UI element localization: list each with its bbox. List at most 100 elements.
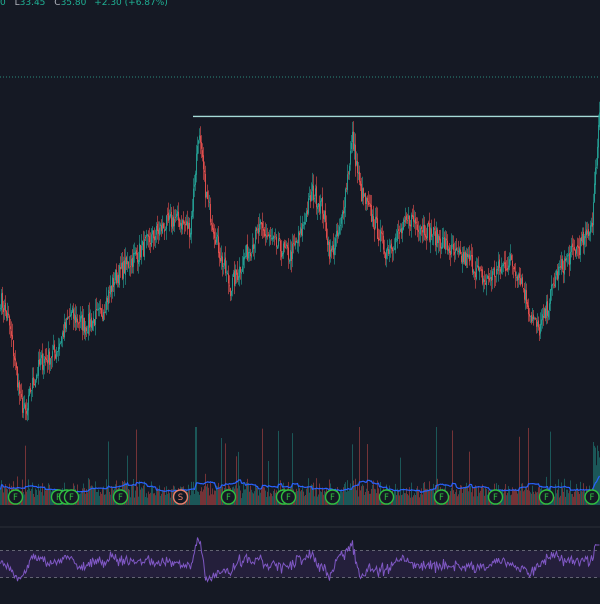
- volume-bar: [415, 495, 416, 505]
- candle-body: [508, 265, 509, 270]
- candle-body: [398, 229, 399, 232]
- candle-body: [267, 235, 268, 237]
- volume-bar: [43, 495, 44, 505]
- candle-body: [154, 236, 155, 241]
- candle-body: [47, 360, 48, 364]
- candle-body: [271, 238, 272, 240]
- volume-bar: [80, 493, 81, 505]
- candle-body: [175, 216, 176, 218]
- volume-bar: [238, 451, 239, 505]
- candle-body: [101, 308, 102, 317]
- candle-body: [194, 184, 195, 187]
- volume-bar: [88, 478, 89, 505]
- volume-bar: [594, 445, 595, 505]
- volume-bar: [299, 488, 300, 505]
- candle-body: [264, 229, 265, 237]
- volume-bar: [474, 487, 475, 505]
- volume-bar: [466, 482, 467, 505]
- candle-body: [276, 236, 277, 247]
- volume-bar: [255, 485, 256, 505]
- volume-bar: [142, 488, 143, 505]
- candle-body: [295, 241, 296, 246]
- candle-body: [363, 188, 364, 199]
- candle-body: [546, 301, 547, 318]
- candle-body: [228, 273, 229, 284]
- candle-body: [588, 229, 589, 237]
- candle-body: [24, 403, 25, 408]
- volume-bar: [358, 496, 359, 505]
- candle-body: [573, 248, 574, 250]
- candle-body: [413, 215, 414, 222]
- candle-body: [509, 259, 510, 268]
- candle-body: [162, 223, 163, 234]
- legend-open-tail: 0: [0, 0, 6, 8]
- candle-body: [460, 249, 461, 254]
- candle-body: [52, 351, 53, 358]
- volume-bar: [473, 496, 474, 505]
- volume-bar: [297, 491, 298, 505]
- volume-bar: [205, 473, 206, 505]
- candle-body: [598, 124, 599, 148]
- candle-body: [403, 219, 404, 230]
- rsi-pane: [0, 526, 600, 583]
- volume-bar: [7, 489, 8, 505]
- candle-body: [46, 358, 47, 361]
- candle-body: [336, 231, 337, 237]
- candle-body: [115, 269, 116, 281]
- candle-body: [554, 284, 555, 286]
- volume-bar: [3, 492, 4, 505]
- volume-bar: [475, 485, 476, 505]
- volume-bar: [347, 480, 348, 505]
- volume-bar: [258, 495, 259, 505]
- candle-body: [93, 317, 94, 324]
- candle-body: [19, 382, 20, 394]
- volume-bar: [136, 429, 137, 505]
- dividend-event-icon: [378, 489, 395, 505]
- candle-body: [517, 276, 518, 281]
- candle-body: [451, 244, 452, 255]
- volume-bar: [378, 488, 379, 505]
- candle-body: [420, 228, 421, 235]
- volume-bar: [403, 488, 404, 505]
- volume-bar: [218, 482, 219, 505]
- candle-body: [482, 269, 483, 284]
- candle-body: [263, 228, 264, 231]
- candle-body: [164, 229, 165, 232]
- volume-bar: [146, 493, 147, 505]
- volume-bar: [433, 483, 434, 505]
- legend-low-value: 33.45: [19, 0, 46, 8]
- candle-body: [458, 250, 459, 252]
- volume-bar: [44, 488, 45, 505]
- volume-bar: [132, 484, 133, 505]
- volume-bar: [404, 493, 405, 505]
- volume-bar: [266, 497, 267, 505]
- candle-body: [528, 305, 529, 315]
- volume-bar: [109, 491, 110, 505]
- candle-body: [108, 290, 109, 304]
- candle-body: [534, 317, 535, 319]
- candle-body: [379, 239, 380, 240]
- candle-body: [149, 236, 150, 243]
- volume-bar: [92, 485, 93, 505]
- candle-body: [544, 308, 545, 318]
- volume-bar: [462, 492, 463, 505]
- candle-body: [542, 314, 543, 321]
- candle-body: [281, 251, 282, 258]
- candle-body: [51, 356, 52, 358]
- volume-bar: [103, 486, 104, 505]
- candle-body: [436, 227, 437, 247]
- candle-body: [287, 245, 288, 249]
- candle-body: [466, 253, 467, 266]
- candle-body: [478, 265, 479, 271]
- volume-bar: [418, 490, 419, 505]
- candle-body: [72, 307, 73, 313]
- candle-body: [377, 218, 378, 239]
- dividend-event-icon: [584, 489, 600, 505]
- volume-bar: [574, 491, 575, 505]
- candle-body: [390, 245, 391, 249]
- candle-body: [85, 327, 86, 335]
- candle-body: [280, 240, 281, 252]
- volume-bar: [248, 483, 249, 505]
